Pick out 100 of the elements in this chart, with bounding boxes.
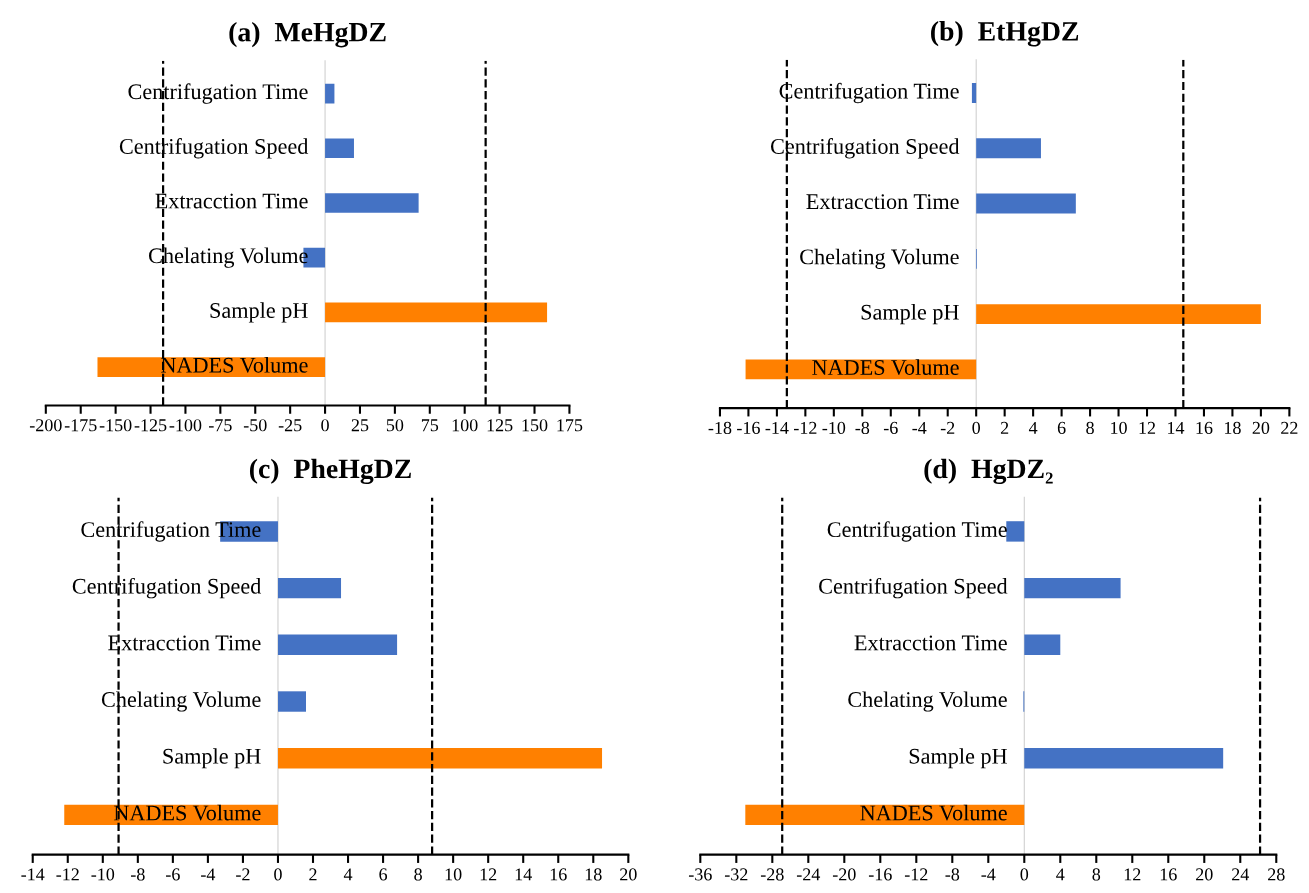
y-tick-label: Centrifugation Speed	[770, 138, 960, 159]
x-tick-label: -14	[765, 421, 789, 434]
bar	[325, 193, 419, 213]
x-tick-label: 12	[1124, 868, 1141, 881]
x-tick-label: -6	[166, 868, 180, 881]
x-tick-label: 22	[1281, 421, 1298, 434]
x-tick-label: -12	[794, 421, 817, 434]
x-tick-label: -100	[169, 419, 202, 432]
x-tick-label: -4	[201, 868, 216, 881]
x-tick-label: -75	[208, 419, 232, 432]
y-tick-label: Chelating Volume	[848, 691, 1007, 712]
y-tick-label: Extracction Time	[108, 635, 261, 651]
x-tick-label: 8	[414, 868, 422, 881]
x-tick-label: 4	[1056, 868, 1065, 881]
x-tick-label: -125	[134, 419, 167, 432]
x-tick-label: 14	[515, 868, 532, 881]
x-tick-label: -16	[737, 421, 760, 434]
x-tick-label: 0	[1020, 868, 1029, 881]
x-tick-label: -4	[981, 868, 996, 881]
x-tick-label: -200	[29, 419, 62, 432]
bar	[277, 691, 306, 712]
x-tick-label: -24	[796, 868, 821, 881]
y-tick-label: Sample pH	[163, 748, 261, 769]
x-tick-label: 0	[972, 421, 981, 434]
y-tick-label: NADES Volume	[812, 359, 959, 376]
chart-title: (b) EtHgDZ	[931, 21, 1079, 47]
x-tick-label: 16	[550, 868, 567, 881]
x-tick-label: -2	[236, 868, 250, 881]
x-tick-label: 175	[557, 419, 583, 432]
bar	[971, 83, 977, 103]
bar	[1006, 521, 1025, 542]
bar	[1024, 748, 1224, 769]
x-tick-label: -28	[760, 868, 784, 881]
x-tick-label: 8	[1086, 421, 1094, 434]
x-tick-label: 10	[445, 868, 462, 881]
x-tick-label: -150	[99, 419, 132, 432]
x-tick-label: 20	[1196, 868, 1213, 881]
bar	[976, 193, 1076, 214]
x-tick-label: 20	[620, 868, 637, 881]
x-tick-label: -4	[912, 421, 927, 434]
bar	[277, 748, 603, 769]
y-tick-label: NADES Volume	[860, 804, 1007, 821]
x-tick-label: -6	[883, 421, 898, 434]
x-tick-label: 75	[421, 419, 439, 432]
y-tick-label: Chelating Volume	[101, 691, 261, 712]
x-tick-label: 6	[1057, 421, 1066, 434]
x-tick-label: 4	[343, 868, 353, 881]
chart-title: (c) PheHgDZ	[249, 458, 411, 485]
x-tick-label: -16	[868, 868, 892, 881]
bar	[277, 577, 342, 599]
x-tick-label: 6	[379, 868, 388, 881]
y-tick-label: Sample pH	[210, 302, 308, 323]
x-tick-label: -50	[243, 419, 267, 432]
x-tick-label: -175	[64, 419, 97, 432]
y-tick-label: Sample pH	[909, 748, 1007, 769]
x-tick-label: 16	[1160, 868, 1177, 881]
x-tick-label: -2	[940, 421, 955, 434]
x-tick-label: 50	[386, 419, 404, 432]
bar	[1024, 634, 1061, 656]
x-tick-label: 150	[522, 419, 548, 432]
x-tick-label: 10	[1111, 421, 1127, 434]
chart-title: (a) MeHgDZ	[229, 22, 386, 48]
x-tick-label: 125	[487, 419, 513, 432]
x-tick-label: 4	[1028, 421, 1038, 434]
x-tick-label: -25	[278, 419, 302, 432]
x-tick-label: 2	[309, 868, 317, 881]
bar	[325, 302, 548, 323]
x-tick-label: -12	[904, 868, 928, 881]
y-tick-label: Extracction Time	[854, 635, 1007, 651]
x-tick-label: 0	[321, 419, 329, 432]
x-tick-label: 12	[1139, 421, 1156, 434]
y-tick-label: Chelating Volume	[800, 248, 959, 269]
y-tick-label: Centrifugation Time	[779, 82, 959, 104]
x-tick-label: -12	[56, 868, 79, 881]
x-tick-label: 28	[1268, 868, 1285, 881]
x-tick-label: -20	[832, 868, 856, 881]
x-tick-label: 14	[1168, 421, 1185, 434]
bar	[277, 634, 398, 656]
bar	[976, 304, 1261, 325]
x-tick-label: 18	[1224, 421, 1241, 434]
bar	[325, 83, 335, 104]
x-tick-label: 18	[585, 868, 602, 881]
x-tick-label: -10	[822, 421, 846, 434]
x-tick-label: -36	[688, 868, 712, 881]
x-tick-label: 20	[1252, 421, 1270, 434]
x-tick-label: -8	[130, 868, 145, 881]
x-tick-label: -14	[21, 868, 45, 881]
x-tick-label: -8	[855, 421, 870, 434]
y-tick-label: NADES Volume	[113, 804, 261, 821]
y-tick-label: Centrifugation Time	[128, 83, 308, 104]
x-tick-label: 8	[1092, 868, 1101, 881]
x-tick-label: 2	[1000, 421, 1009, 434]
y-tick-label: Extracction Time	[806, 194, 959, 210]
y-tick-label: Centrifugation Speed	[819, 577, 1008, 599]
x-tick-label: 25	[351, 419, 369, 432]
x-tick-label: 24	[1232, 868, 1250, 881]
bar	[976, 138, 1041, 159]
x-tick-label: -10	[91, 868, 115, 881]
x-tick-label: 100	[452, 419, 478, 432]
y-tick-label: Centrifugation Speed	[72, 577, 262, 599]
